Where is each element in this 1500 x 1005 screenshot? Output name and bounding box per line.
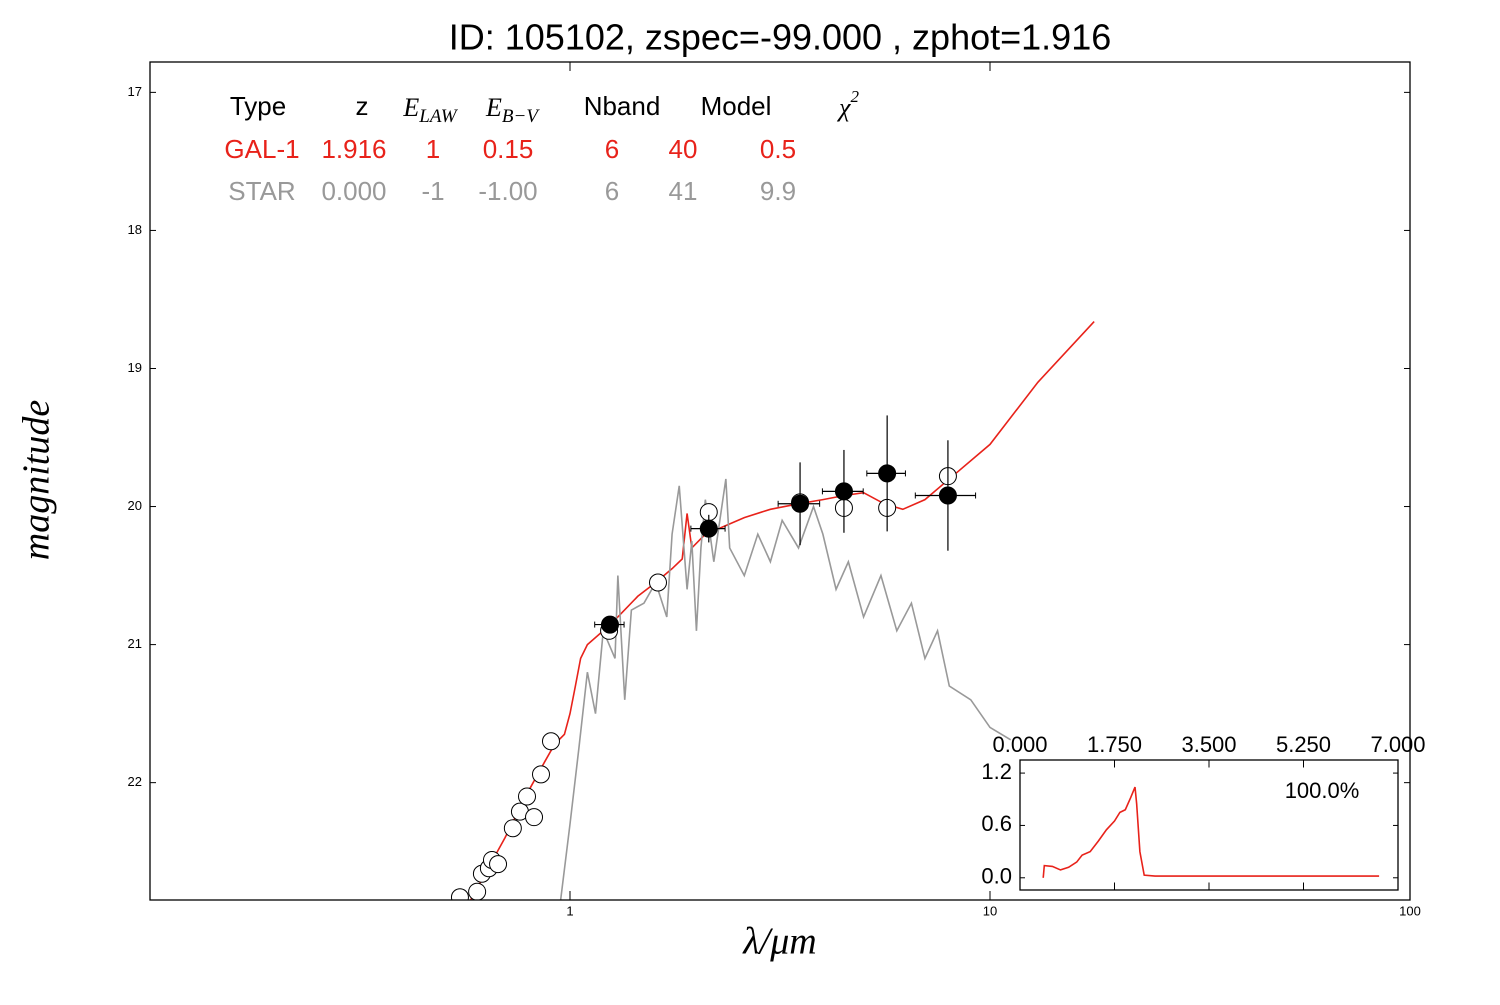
data-point [600,615,619,634]
table-cell: 0.000 [321,176,386,206]
x-tick-label: 10 [983,903,997,918]
y-tick-label: 17 [128,84,142,99]
annotation: 100.0% [1285,778,1360,803]
data-point [503,819,522,838]
table-header-symbol: χ [836,93,851,122]
y-tick-label: 21 [128,636,142,651]
table-header: Model [701,91,772,121]
data-point [791,494,810,513]
table-cell: 6 [605,134,619,164]
data-point [541,732,560,751]
table-cell: GAL-1 [224,134,299,164]
table-cell: 41 [669,176,698,206]
table-cell: 1.916 [321,134,386,164]
table-cell: 9.9 [760,176,796,206]
x-axis-label: λ/μm [742,921,817,963]
plot-clip [1042,786,1380,878]
x-tick-label: 100 [1399,903,1421,918]
table-cell: -1.00 [478,176,537,206]
data-point [531,765,550,784]
data-point [648,573,667,592]
data-point [525,808,544,827]
series-line [559,478,1012,900]
table-header: χ2 [836,87,859,122]
data-point [468,882,487,900]
x-tick-label: 0.000 [992,732,1047,757]
y-tick-label: 22 [128,774,142,789]
table-header-subscript: B−V [502,106,540,127]
y-tick-label: 0.6 [981,811,1012,836]
table-header-symbol: E [485,93,502,122]
table-cell: 1 [426,134,440,164]
x-tick-label: 3.500 [1181,732,1236,757]
chart-1: 0.0 0.6 1.20.000 1.750 3.500 5.250 7.000 100.0% [981,732,1426,891]
table-cell: -1 [421,176,444,206]
y-tick-label: 19 [128,360,142,375]
table-cell: 40 [669,134,698,164]
x-tick-label: 1 [566,903,573,918]
chart-title: ID: 105102, zspec=-99.000 , zphot=1.916 [449,17,1111,58]
x-tick-label: 7.000 [1370,732,1425,757]
series-line [1042,786,1380,878]
x-tick-label: 1.750 [1087,732,1142,757]
table-header: ELAW [402,93,458,127]
table-header: EB−V [485,93,540,127]
plot-clip [450,321,1095,900]
table-header: z [356,91,369,121]
table-cell: 0.5 [760,134,796,164]
data-point [489,855,508,874]
data-point [699,519,718,538]
data-point [450,888,469,900]
table-cell: STAR [228,176,295,206]
plot-area [1020,760,1398,890]
y-tick-label: 20 [128,498,142,513]
x-tick-label: 5.250 [1276,732,1331,757]
table-cell: 0.15 [483,134,534,164]
table-header-superscript: 2 [850,87,859,106]
data-point [834,482,853,501]
data-point [938,486,957,505]
plot-frame [1019,759,1399,891]
y-axis-label: magnitude [16,400,58,561]
y-tick-label: 0.0 [981,864,1012,889]
plot-frame [149,61,1411,901]
series-line [469,321,1095,900]
y-tick-label: 1.2 [981,759,1012,784]
y-tick-label: 18 [128,222,142,237]
table-header: Nband [584,91,661,121]
table-cell: 6 [605,176,619,206]
table-header: Type [230,91,286,121]
data-point [878,464,897,483]
table-header-symbol: E [402,93,419,122]
table-header-subscript: LAW [418,106,458,127]
data-point [518,787,537,806]
